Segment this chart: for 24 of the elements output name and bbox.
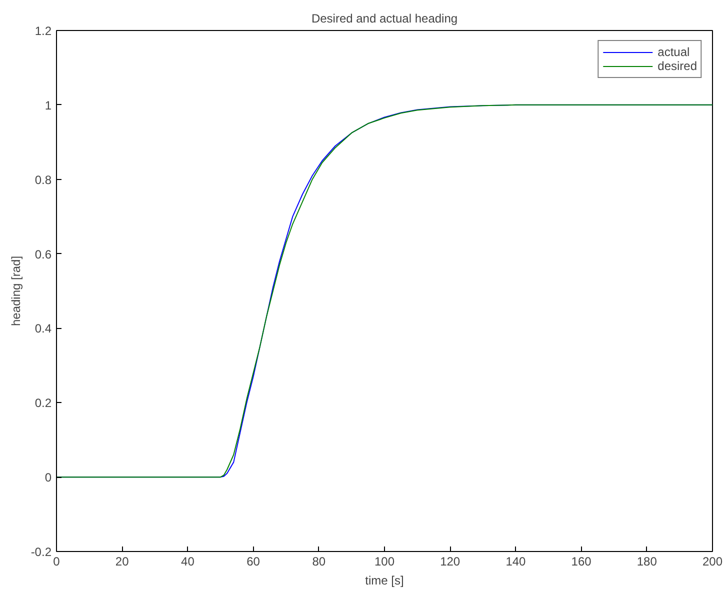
y-tick-label: 0.8	[34, 172, 52, 187]
y-tick-label: 0.4	[34, 322, 52, 336]
y-tick-label: -0.2	[30, 545, 52, 559]
y-axis-title: heading [rad]	[8, 256, 23, 326]
x-tick-label: 20	[115, 554, 130, 568]
x-tick-label: 140	[506, 554, 526, 568]
legend-label: desired	[658, 59, 697, 73]
y-tick-label: 0.2	[34, 396, 52, 410]
x-tick-label: 60	[246, 554, 260, 568]
y-tick-label: 0.6	[34, 247, 52, 262]
x-tick-label: 160	[571, 554, 592, 568]
y-tick-label: 0	[44, 470, 52, 485]
y-tick-label: 1.2	[34, 24, 52, 38]
legend-label: actual	[658, 45, 690, 59]
x-tick-label: 200	[702, 554, 723, 568]
x-tick-label: 0	[53, 554, 60, 568]
x-tick-label: 120	[440, 554, 460, 568]
x-tick-label: 180	[636, 554, 658, 568]
x-tick-label: 40	[181, 554, 195, 568]
x-axis-title: time [s]	[365, 574, 404, 588]
chart-title: Desired and actual heading	[311, 12, 458, 26]
x-tick-label: 80	[312, 554, 326, 568]
y-tick-label: 1	[44, 98, 52, 112]
x-tick-label: 100	[374, 554, 395, 568]
